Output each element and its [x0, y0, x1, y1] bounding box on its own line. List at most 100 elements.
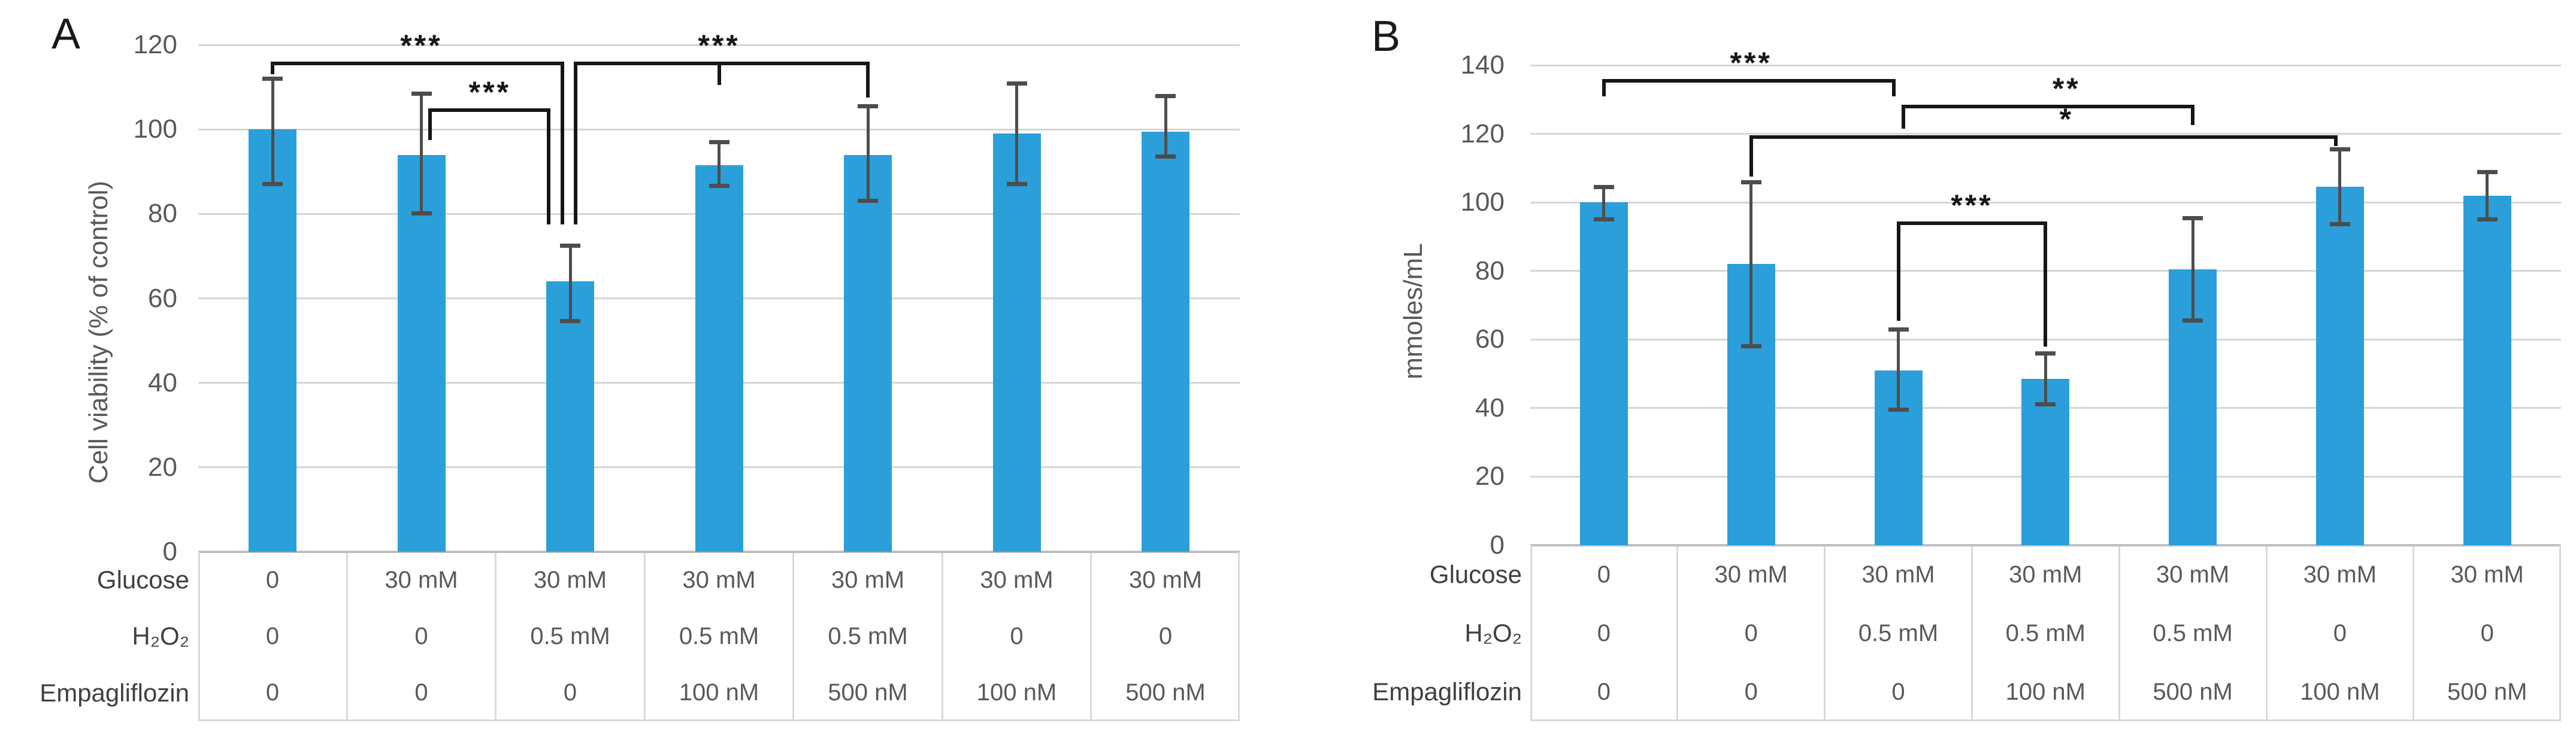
- condition-cell: 30 mM: [533, 566, 607, 593]
- significance-bracket-leg: [866, 62, 870, 98]
- condition-cell: 30 mM: [385, 566, 458, 593]
- significance-bracket-leg: [717, 62, 721, 86]
- significance-label: ***: [1730, 45, 1772, 80]
- error-bar-line: [271, 78, 274, 184]
- condition-row-header: H₂O₂: [132, 622, 189, 651]
- significance-bracket-leg: [561, 62, 564, 224]
- bar: [397, 154, 446, 552]
- error-bar-line: [2044, 353, 2047, 405]
- significance-label: ***: [400, 29, 443, 63]
- error-bar-cap: [2035, 402, 2056, 407]
- significance-bracket-leg: [547, 108, 550, 224]
- condition-cell: 0: [1744, 619, 1758, 646]
- bar: [844, 154, 892, 552]
- error-bar-line: [1897, 329, 1900, 410]
- error-bar-cap: [1593, 185, 1614, 190]
- error-bar-cap: [2183, 318, 2203, 323]
- table-column-divider: [346, 553, 348, 720]
- bar: [2463, 195, 2511, 545]
- table-column-divider: [792, 553, 795, 720]
- table-column-divider: [2118, 546, 2120, 720]
- y-tick-label: 100: [133, 114, 177, 144]
- condition-cell: 30 mM: [1128, 566, 1203, 593]
- y-tick-label: 20: [148, 452, 177, 482]
- significance-bracket-line: [574, 62, 870, 66]
- significance-bracket-line: [1749, 135, 2338, 139]
- panel-label: A: [52, 10, 81, 58]
- condition-row-header: Glucose: [1429, 560, 1522, 588]
- bar: [1142, 131, 1189, 552]
- condition-cell: 100 nM: [2300, 678, 2380, 705]
- y-tick-label: 0: [1490, 530, 1505, 560]
- gridline: [198, 128, 1240, 130]
- table-column-divider: [2265, 546, 2268, 720]
- error-bar-cap: [411, 211, 432, 216]
- significance-label: ***: [698, 29, 740, 63]
- significance-bracket-leg: [1896, 221, 1900, 321]
- significance-bracket-line: [271, 62, 564, 66]
- condition-cell: 30 mM: [1714, 561, 1788, 588]
- significance-label: *: [2059, 102, 2074, 136]
- condition-cell: 30 mM: [980, 566, 1054, 593]
- condition-cell: 30 mM: [682, 566, 756, 593]
- error-bar-cap: [2477, 169, 2498, 174]
- condition-cell: 0.5 mM: [828, 622, 908, 649]
- error-bar-cap: [1593, 217, 1614, 221]
- error-bar-line: [866, 106, 870, 202]
- error-bar-cap: [709, 184, 729, 189]
- gridline: [198, 44, 1240, 46]
- condition-cell: 0: [1744, 678, 1758, 705]
- table-column-divider: [1676, 546, 1679, 720]
- significance-bracket-line: [1901, 104, 2195, 108]
- error-bar-cap: [2183, 215, 2203, 220]
- bar: [1579, 202, 1628, 545]
- significance-bracket-leg: [1749, 135, 1753, 177]
- condition-cell: 0: [1158, 622, 1173, 649]
- table-axis-line: [1530, 544, 2561, 546]
- table-column-divider: [1824, 546, 1826, 720]
- gridline: [1530, 133, 2561, 135]
- error-bar-cap: [1155, 154, 1176, 159]
- error-bar-cap: [2329, 147, 2350, 152]
- error-bar-cap: [560, 319, 580, 324]
- error-bar-cap: [411, 92, 432, 96]
- condition-cell: 100 nM: [2005, 678, 2085, 705]
- condition-row-header: Empagliflozin: [40, 678, 189, 707]
- y-tick-label: 140: [1460, 50, 1505, 80]
- error-bar-line: [568, 245, 572, 322]
- y-tick-label: 40: [1475, 393, 1505, 423]
- significance-bracket-leg: [574, 62, 577, 224]
- y-tick-label: 80: [1475, 256, 1505, 285]
- condition-cell: 30 mM: [2156, 561, 2230, 588]
- error-bar-cap: [1740, 344, 1761, 348]
- condition-row-header: Empagliflozin: [1372, 678, 1522, 706]
- y-tick-label: 120: [1460, 119, 1505, 148]
- bar: [2021, 379, 2070, 545]
- significance-bracket-line: [1602, 78, 1896, 83]
- condition-cell: 0: [2333, 619, 2347, 646]
- significance-bracket-leg: [1602, 78, 1606, 96]
- condition-cell: 0: [1597, 619, 1611, 646]
- error-bar-cap: [1006, 81, 1027, 86]
- condition-cell: 0: [1891, 678, 1905, 705]
- significance-bracket-leg: [1891, 78, 1896, 96]
- error-bar-cap: [262, 77, 283, 81]
- condition-cell: 0: [265, 622, 280, 649]
- condition-cell: 0: [265, 566, 280, 593]
- significance-bracket-line: [1896, 221, 2048, 225]
- significance-bracket-leg: [1901, 104, 1905, 129]
- error-bar-line: [2486, 171, 2489, 220]
- condition-cell: 30 mM: [2303, 561, 2377, 588]
- condition-cell: 30 mM: [2009, 561, 2082, 588]
- condition-cell: 0: [265, 679, 280, 706]
- condition-cell: 0: [414, 679, 428, 706]
- condition-cell: 500 nM: [828, 679, 908, 706]
- condition-row-header: H₂O₂: [1464, 619, 1522, 647]
- y-tick-label: 20: [1475, 461, 1505, 491]
- y-tick-label: 120: [133, 30, 177, 59]
- y-tick-label: 40: [148, 367, 177, 397]
- condition-cell: 100 nM: [976, 679, 1057, 706]
- error-bar-cap: [2329, 222, 2350, 227]
- error-bar-line: [718, 142, 721, 187]
- error-bar-cap: [2477, 217, 2498, 221]
